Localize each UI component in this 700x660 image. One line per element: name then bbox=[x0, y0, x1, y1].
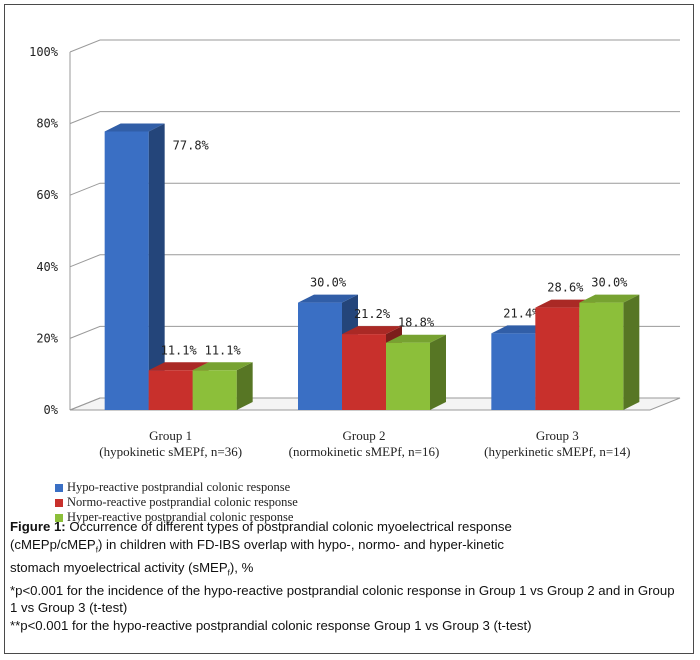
gridline bbox=[69, 111, 680, 125]
data-label: 30.0% bbox=[591, 276, 628, 290]
legend-swatch-hypo bbox=[55, 483, 63, 492]
data-label: 11.1% bbox=[205, 343, 242, 357]
x-category-sublabel: (hyperkinetic sMEPf, n=14) bbox=[484, 444, 630, 459]
caption-text-2a: (cMEPp/cMEP bbox=[10, 536, 96, 552]
caption-note-1: *p<0.001 for the incidence of the hypo-r… bbox=[10, 582, 675, 616]
x-category-label: Group 3 bbox=[536, 428, 579, 443]
bar-top bbox=[342, 326, 402, 335]
bar bbox=[491, 333, 536, 410]
gridline bbox=[69, 397, 680, 411]
bar bbox=[342, 334, 386, 410]
bar bbox=[298, 302, 342, 410]
bar-top bbox=[579, 294, 640, 303]
caption-text-2b: ) in children with FD-IBS overlap with h… bbox=[97, 536, 505, 552]
data-label: 11.1% bbox=[161, 343, 198, 357]
data-label: 21.4% bbox=[503, 306, 540, 320]
bar-top bbox=[386, 334, 446, 343]
data-label: 18.8% bbox=[398, 316, 435, 330]
legend-label-hypo: Hypo-reactive postprandial colonic respo… bbox=[67, 480, 291, 494]
bar-top bbox=[148, 362, 209, 371]
bar bbox=[104, 131, 149, 410]
bar-chart: 0% 20% 40% 60% 80% 100% 77.8% 11.1% 11.1% Group 1… bbox=[29, 39, 681, 459]
bar-side bbox=[430, 334, 446, 410]
bar-top bbox=[192, 362, 253, 371]
caption-note-2: **p<0.001 for the hypo-reactive postpran… bbox=[10, 617, 532, 633]
bar bbox=[579, 302, 624, 410]
caption-sub-2: f bbox=[95, 545, 98, 555]
bar bbox=[535, 307, 580, 410]
gridline bbox=[69, 182, 680, 196]
figure-caption: Figure 1: Occurrence of different types … bbox=[10, 518, 682, 634]
y-tick-label: 100% bbox=[29, 45, 59, 59]
x-category-label: Group 1 bbox=[149, 428, 192, 443]
legend-swatch-hyper bbox=[55, 513, 63, 522]
y-tick-label: 0% bbox=[44, 403, 59, 417]
legend-item-hyper: Hyper-reactive postprandial colonic resp… bbox=[55, 510, 298, 525]
legend-label-normo: Normo-reactive postprandial colonic resp… bbox=[67, 495, 298, 509]
x-category-sublabel: (normokinetic sMEPf, n=16) bbox=[289, 444, 440, 459]
legend-label-hyper: Hyper-reactive postprandial colonic resp… bbox=[67, 510, 294, 524]
bar-side bbox=[148, 123, 165, 410]
x-category-label: Group 2 bbox=[343, 428, 386, 443]
data-label: 28.6% bbox=[547, 281, 584, 295]
bar-top bbox=[104, 123, 165, 132]
bar bbox=[148, 370, 193, 410]
caption-text-1: Occurrence of different types of postpra… bbox=[65, 519, 512, 534]
x-category-sublabel: (hypokinetic sMEPf, n=36) bbox=[99, 444, 242, 459]
chart-legend: Hypo-reactive postprandial colonic respo… bbox=[55, 480, 298, 525]
gridline bbox=[69, 39, 680, 53]
caption-line-1: Figure 1: Occurrence of different types … bbox=[10, 518, 682, 536]
caption-text-3a: stomach myoelectrical activity (sMEP bbox=[10, 559, 228, 575]
figure-label: Figure 1: bbox=[10, 519, 66, 534]
bar-top bbox=[298, 294, 358, 303]
y-tick-label: 80% bbox=[36, 117, 58, 131]
bar bbox=[386, 342, 430, 410]
bar-side bbox=[623, 294, 640, 410]
bar-side bbox=[236, 362, 253, 410]
caption-line-2: (cMEPp/cMEPf) in children with FD-IBS ov… bbox=[10, 536, 682, 559]
y-tick-label: 40% bbox=[36, 260, 58, 274]
data-label: 30.0% bbox=[310, 276, 347, 290]
y-tick-label: 60% bbox=[36, 188, 58, 202]
y-tick-label: 20% bbox=[36, 331, 58, 345]
bar bbox=[192, 370, 237, 410]
legend-item-hypo: Hypo-reactive postprandial colonic respo… bbox=[55, 480, 298, 495]
caption-line-3: stomach myoelectrical activity (sMEPf), … bbox=[10, 559, 682, 582]
data-label: 21.2% bbox=[354, 307, 391, 321]
caption-text-3b: ), % bbox=[229, 559, 254, 575]
legend-item-normo: Normo-reactive postprandial colonic resp… bbox=[55, 495, 298, 510]
gridline bbox=[69, 254, 680, 268]
legend-swatch-normo bbox=[55, 498, 63, 507]
gridline bbox=[69, 325, 680, 339]
data-label: 77.8% bbox=[173, 138, 210, 152]
caption-sub-3: f bbox=[227, 568, 230, 578]
